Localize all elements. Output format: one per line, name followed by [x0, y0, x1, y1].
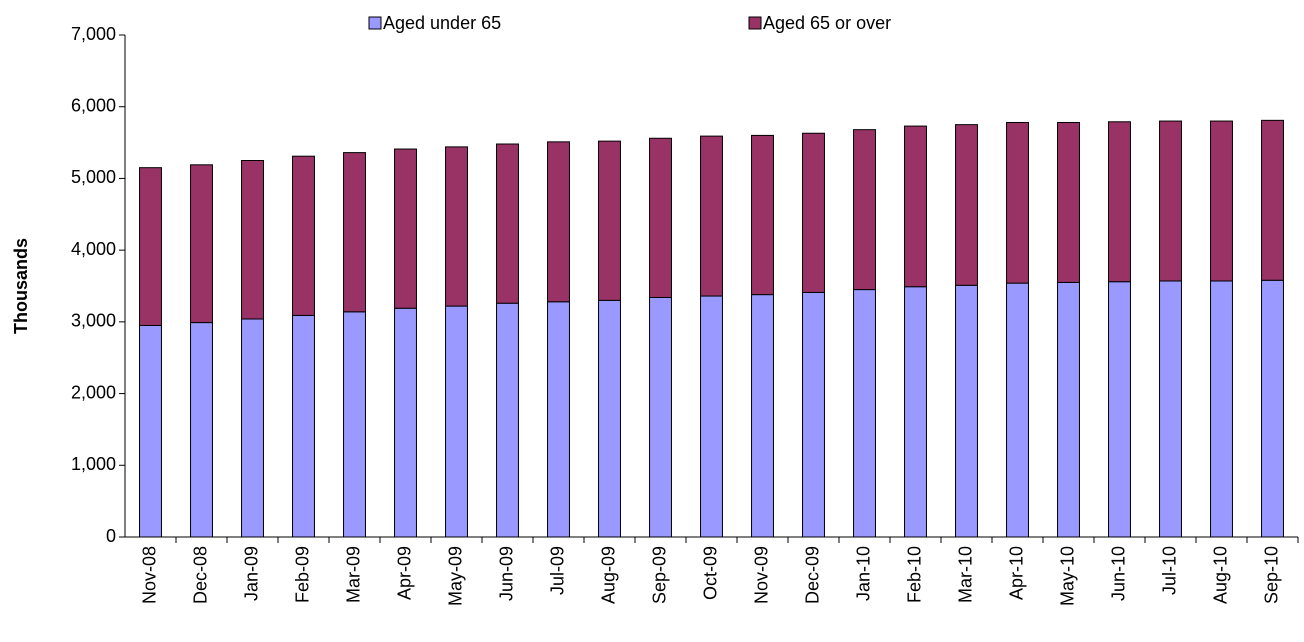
bar-segment: [1210, 120, 1233, 282]
bar-segment: [139, 167, 162, 326]
bar-segment: [445, 305, 468, 538]
y-tick-label: 2,000: [71, 382, 116, 402]
x-tick-label: May-10: [1057, 546, 1077, 606]
x-tick-label: Oct-09: [700, 546, 720, 600]
x-tick-label: Jul-09: [547, 546, 567, 595]
bar-segment: [853, 129, 876, 291]
bar-segment: [802, 132, 825, 293]
bar-segment: [649, 296, 672, 538]
x-tick-label: May-09: [445, 546, 465, 606]
x-tick-label: Apr-10: [1006, 546, 1026, 600]
bar-segment: [1108, 281, 1131, 538]
bar-segment: [241, 318, 264, 538]
bar-segment: [190, 164, 213, 324]
bar-segment: [751, 134, 774, 296]
x-tick-label: Jan-10: [853, 546, 873, 601]
x-tick-label: Aug-10: [1210, 546, 1230, 604]
x-tick-label: Jul-10: [1159, 546, 1179, 595]
bar-segment: [445, 146, 468, 307]
bar-segment: [292, 314, 315, 538]
bar-segment: [139, 324, 162, 538]
legend-swatch: [368, 16, 382, 30]
bar-segment: [700, 295, 723, 538]
x-tick-label: Jan-09: [241, 546, 261, 601]
x-tick-label: Jun-09: [496, 546, 516, 601]
bar-segment: [955, 124, 978, 286]
x-tick-label: Nov-09: [751, 546, 771, 604]
legend-label: Aged 65 or over: [763, 13, 891, 33]
bar-segment: [802, 291, 825, 538]
x-tick-label: Nov-08: [139, 546, 159, 604]
bar-segment: [1261, 119, 1284, 281]
bar-segment: [1261, 279, 1284, 538]
bar-segment: [241, 160, 264, 320]
bar-segment: [751, 294, 774, 538]
y-tick-label: 4,000: [71, 239, 116, 259]
x-tick-label: Jun-10: [1108, 546, 1128, 601]
y-tick-label: 0: [106, 526, 116, 546]
bar-segment: [394, 148, 417, 309]
x-tick-label: Mar-10: [955, 546, 975, 603]
x-tick-label: Feb-10: [904, 546, 924, 603]
bar-segment: [598, 299, 621, 538]
bar-segment: [598, 140, 621, 301]
bar-segment: [904, 286, 927, 538]
bar-segment: [1006, 121, 1029, 284]
bar-segment: [343, 311, 366, 538]
bar-segment: [1057, 121, 1080, 283]
x-tick-label: Feb-09: [292, 546, 312, 603]
bar-segment: [1108, 121, 1131, 283]
bar-segment: [394, 307, 417, 538]
bar-segment: [343, 152, 366, 313]
x-tick-label: Sep-10: [1261, 546, 1281, 604]
bar-segment: [1006, 282, 1029, 538]
x-tick-label: Aug-09: [598, 546, 618, 604]
y-tick-label: 3,000: [71, 311, 116, 331]
bar-segment: [955, 284, 978, 538]
x-tick-label: Dec-09: [802, 546, 822, 604]
y-axis-title: Thousands: [11, 238, 31, 334]
bar-segment: [496, 302, 519, 538]
x-tick-label: Mar-09: [343, 546, 363, 603]
y-tick-label: 5,000: [71, 167, 116, 187]
bar-segment: [496, 143, 519, 304]
bar-segment: [292, 155, 315, 316]
bar-segment: [1057, 281, 1080, 538]
bar-segment: [547, 301, 570, 538]
bar-segment: [190, 322, 213, 538]
x-tick-label: Apr-09: [394, 546, 414, 600]
bar-segment: [700, 135, 723, 297]
bar-segment: [1159, 280, 1182, 538]
bar-segment: [1210, 280, 1233, 538]
x-tick-label: Dec-08: [190, 546, 210, 604]
x-tick-label: Sep-09: [649, 546, 669, 604]
bar-segment: [904, 125, 927, 288]
legend-swatch: [748, 16, 762, 30]
bar-segment: [649, 137, 672, 298]
bar-segment: [1159, 120, 1182, 282]
y-tick-label: 7,000: [71, 24, 116, 44]
y-tick-label: 6,000: [71, 95, 116, 115]
legend-label: Aged under 65: [383, 13, 501, 33]
bar-segment: [853, 289, 876, 538]
bar-segment: [547, 141, 570, 303]
y-tick-label: 1,000: [71, 454, 116, 474]
